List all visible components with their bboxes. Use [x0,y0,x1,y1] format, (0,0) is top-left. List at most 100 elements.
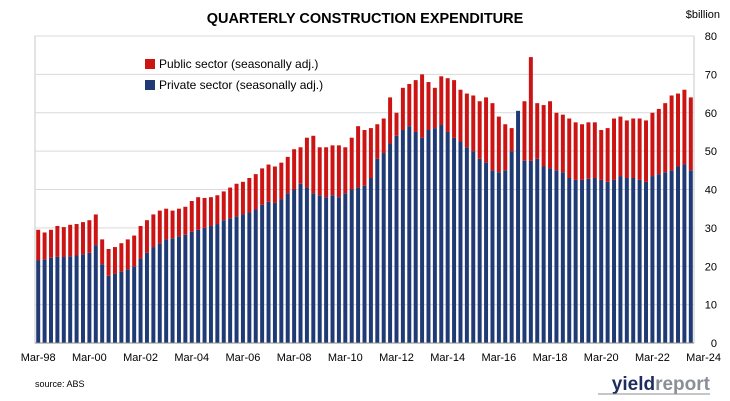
bar-public [663,103,668,173]
bar-public [458,89,463,142]
bar-public [464,93,469,148]
bar-private [554,170,559,343]
bar-private [304,187,309,343]
bar-private [496,172,501,343]
bar-private [484,162,489,343]
bar-private [202,227,207,344]
bar-public [605,128,610,182]
bar-public [183,206,188,235]
bar-public [93,214,98,246]
bar-private [413,131,418,343]
bar-public [388,97,393,144]
bar-public [81,222,85,255]
bar-public [125,239,130,270]
bar-private [375,158,380,343]
bar-private [464,147,469,343]
x-tick-label: Mar-18 [533,352,568,364]
bar-public [260,168,265,205]
gridlines [35,35,694,306]
bar-public [407,83,412,127]
bar-private [560,172,565,343]
bar-public [535,103,540,159]
bar-public [343,147,348,194]
x-tick-label: Mar-20 [584,352,619,364]
bar-private [452,137,457,343]
bar-public [144,220,149,253]
bar-public [119,243,124,272]
bar-public [484,97,489,163]
bar-private [368,177,373,343]
bar-public [132,235,137,267]
x-tick-label: Mar-02 [123,352,158,364]
bar-public [298,147,303,184]
bar-private [599,179,604,343]
bar-public [503,124,508,171]
bar-public [362,130,367,186]
bar-public [426,82,431,131]
bar-private [176,236,181,343]
bar-public [74,224,79,256]
bar-private [106,275,111,343]
bar-private [317,195,322,343]
bar-public [573,122,578,180]
bar-private [42,259,47,343]
bar-private [420,137,425,343]
bar-private [656,174,661,343]
bar-public [272,166,277,203]
bar-public [445,78,450,132]
bar-private [644,181,648,343]
x-tick-label: Mar-16 [481,352,516,364]
y-tick-label: 0 [711,338,717,350]
bar-private [605,181,610,343]
bar-public [624,120,629,178]
x-tick-label: Mar-14 [430,352,465,364]
y-tick-label: 10 [705,300,717,312]
source-note: source: ABS [35,379,85,389]
x-tick-label: Mar-10 [328,352,363,364]
bar-private [490,170,495,343]
bar-private [426,130,431,343]
bar-public [580,124,585,180]
bar-private [157,243,162,343]
bar-private [228,218,233,343]
bar-private [311,193,316,343]
bar-private [189,231,194,343]
bar-private [221,220,226,343]
y-tick-label: 30 [705,223,717,235]
bar-private [528,160,533,343]
bar-public [279,162,284,200]
bar-public [586,122,591,179]
bar-private [93,245,98,343]
bar-private [509,151,514,344]
bar-private [516,110,521,343]
bar-public [170,210,175,239]
bar-private [471,151,476,344]
bar-private [112,273,117,343]
x-tick-label: Mar-12 [379,352,414,364]
bar-public [452,80,457,138]
bar-private [272,202,277,343]
bar-public [36,229,41,261]
bar-public [554,112,559,171]
bar-private [170,238,175,343]
bar-private [541,166,546,343]
bar-private [663,172,668,343]
x-tick-label: Mar-06 [226,352,261,364]
bar-public [420,74,425,138]
bar-public [439,76,444,126]
bar-public [266,164,271,202]
bar-public [490,103,495,171]
bar-public [548,101,553,169]
brand-part1: yield [612,374,655,395]
bar-private [445,131,450,343]
bar-private [624,177,629,343]
bar-public [522,101,527,161]
bar-private [279,199,284,343]
bar-public [471,95,476,152]
bar-private [298,183,303,343]
bar-public [432,87,437,129]
x-tick-label: Mar-24 [686,352,721,364]
bar-public [221,191,226,221]
bar-public [164,208,169,240]
bar-private [125,269,130,343]
